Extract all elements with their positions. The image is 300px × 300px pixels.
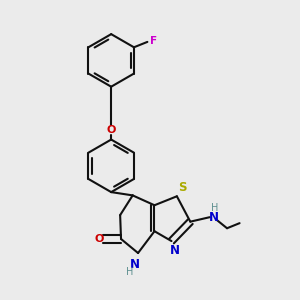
Text: N: N (209, 211, 219, 224)
Text: H: H (211, 203, 218, 213)
Text: S: S (178, 181, 187, 194)
Text: N: N (169, 244, 179, 256)
Text: O: O (95, 234, 104, 244)
Text: F: F (150, 36, 158, 46)
Text: H: H (126, 267, 134, 277)
Text: O: O (106, 125, 116, 135)
Text: N: N (130, 259, 140, 272)
